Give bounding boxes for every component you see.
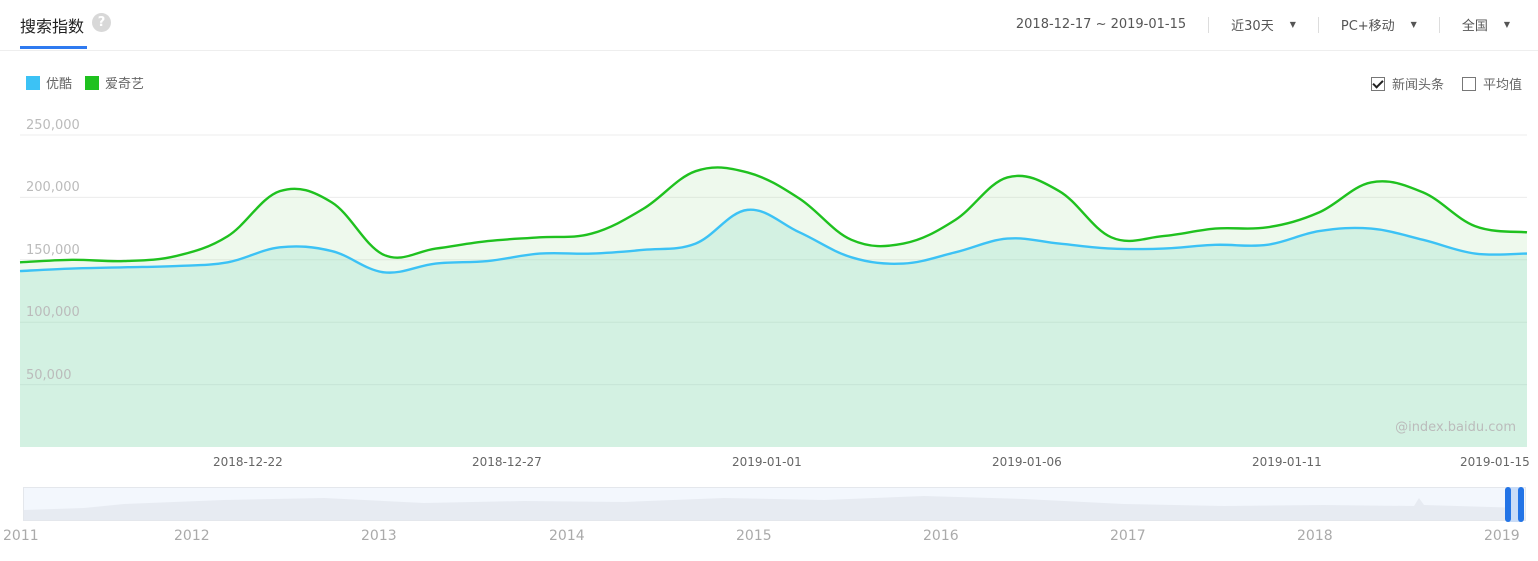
y-tick-label: 50,000 (26, 368, 72, 383)
navigator-year-label: 2012 (174, 528, 210, 544)
navigator-year-label: 2011 (3, 528, 39, 544)
date-range-picker[interactable]: 2018-12-17 ~ 2019-01-15 (1016, 17, 1186, 32)
legend-swatch (26, 75, 40, 90)
navigator-left-handle[interactable] (1505, 487, 1511, 522)
y-tick-label: 150,000 (26, 243, 80, 258)
line-chart[interactable] (0, 0, 1538, 470)
chart-options: 新闻头条 平均值 (1353, 74, 1522, 93)
watermark: @index.baidu.com (1395, 420, 1516, 435)
region-dropdown[interactable]: 全国 ▼ (1462, 15, 1510, 34)
series-line-爱奇艺 (19, 166, 1528, 264)
legend-item-youku[interactable]: 优酷 (26, 73, 72, 92)
news-checkbox[interactable]: 新闻头条 (1370, 74, 1444, 93)
divider (1208, 16, 1210, 33)
filter-controls: 2018-12-17 ~ 2019-01-15 近30天 ▼ PC+移动 ▼ 全国 ▼ (1016, 15, 1510, 34)
chart-legend: 优酷 爱奇艺 (26, 73, 157, 92)
caret-down-icon: ▼ (1289, 20, 1296, 29)
navigator-right-handle[interactable] (1518, 487, 1524, 522)
y-tick-label: 250,000 (26, 118, 80, 133)
x-tick-label: 2019-01-06 (992, 455, 1062, 469)
device-dropdown[interactable]: PC+移动 ▼ (1341, 15, 1417, 34)
help-icon[interactable]: ? (92, 13, 111, 32)
header: 搜索指数 ? 2018-12-17 ~ 2019-01-15 近30天 ▼ PC+… (0, 0, 1538, 51)
divider (1438, 16, 1440, 33)
x-tick-label: 2019-01-01 (732, 455, 802, 469)
navigator-mini-chart (24, 496, 1525, 520)
average-checkbox[interactable]: 平均值 (1461, 74, 1522, 93)
y-tick-label: 100,000 (26, 305, 80, 320)
divider (1317, 16, 1319, 33)
series-line-优酷 (19, 208, 1528, 274)
x-tick-label: 2018-12-27 (472, 455, 542, 469)
navigator-year-label: 2018 (1297, 528, 1333, 544)
device-label: PC+移动 (1340, 19, 1395, 34)
date-range-label: 2018-12-17 ~ 2019-01-15 (1015, 17, 1187, 32)
navigator-year-label: 2016 (923, 528, 959, 544)
legend-label: 爱奇艺 (105, 77, 145, 92)
period-dropdown[interactable]: 近30天 ▼ (1231, 15, 1296, 34)
navigator-year-label: 2019 (1484, 528, 1520, 544)
x-tick-label: 2018-12-22 (213, 455, 283, 469)
average-label: 平均值 (1482, 78, 1522, 93)
caret-down-icon: ▼ (1503, 20, 1510, 29)
y-tick-label: 200,000 (26, 180, 80, 195)
navigator-year-label: 2015 (736, 528, 772, 544)
checkbox-checked-icon[interactable] (1370, 76, 1385, 91)
active-tab-indicator (20, 46, 87, 49)
legend-swatch (85, 75, 100, 90)
news-label: 新闻头条 (1391, 78, 1444, 93)
caret-down-icon: ▼ (1410, 20, 1417, 29)
navigator-year-label: 2013 (361, 528, 397, 544)
region-label: 全国 (1461, 19, 1488, 34)
x-tick-label: 2019-01-11 (1252, 455, 1322, 469)
legend-label: 优酷 (46, 77, 73, 92)
time-navigator[interactable] (23, 487, 1526, 521)
navigator-year-label: 2017 (1110, 528, 1146, 544)
x-tick-label: 2019-01-15 (1460, 455, 1530, 469)
navigator-year-label: 2014 (549, 528, 585, 544)
legend-item-iqiyi[interactable]: 爱奇艺 (85, 73, 144, 92)
page-title: 搜索指数 (20, 17, 85, 36)
checkbox-unchecked-icon[interactable] (1461, 76, 1476, 91)
period-label: 近30天 (1231, 19, 1274, 34)
